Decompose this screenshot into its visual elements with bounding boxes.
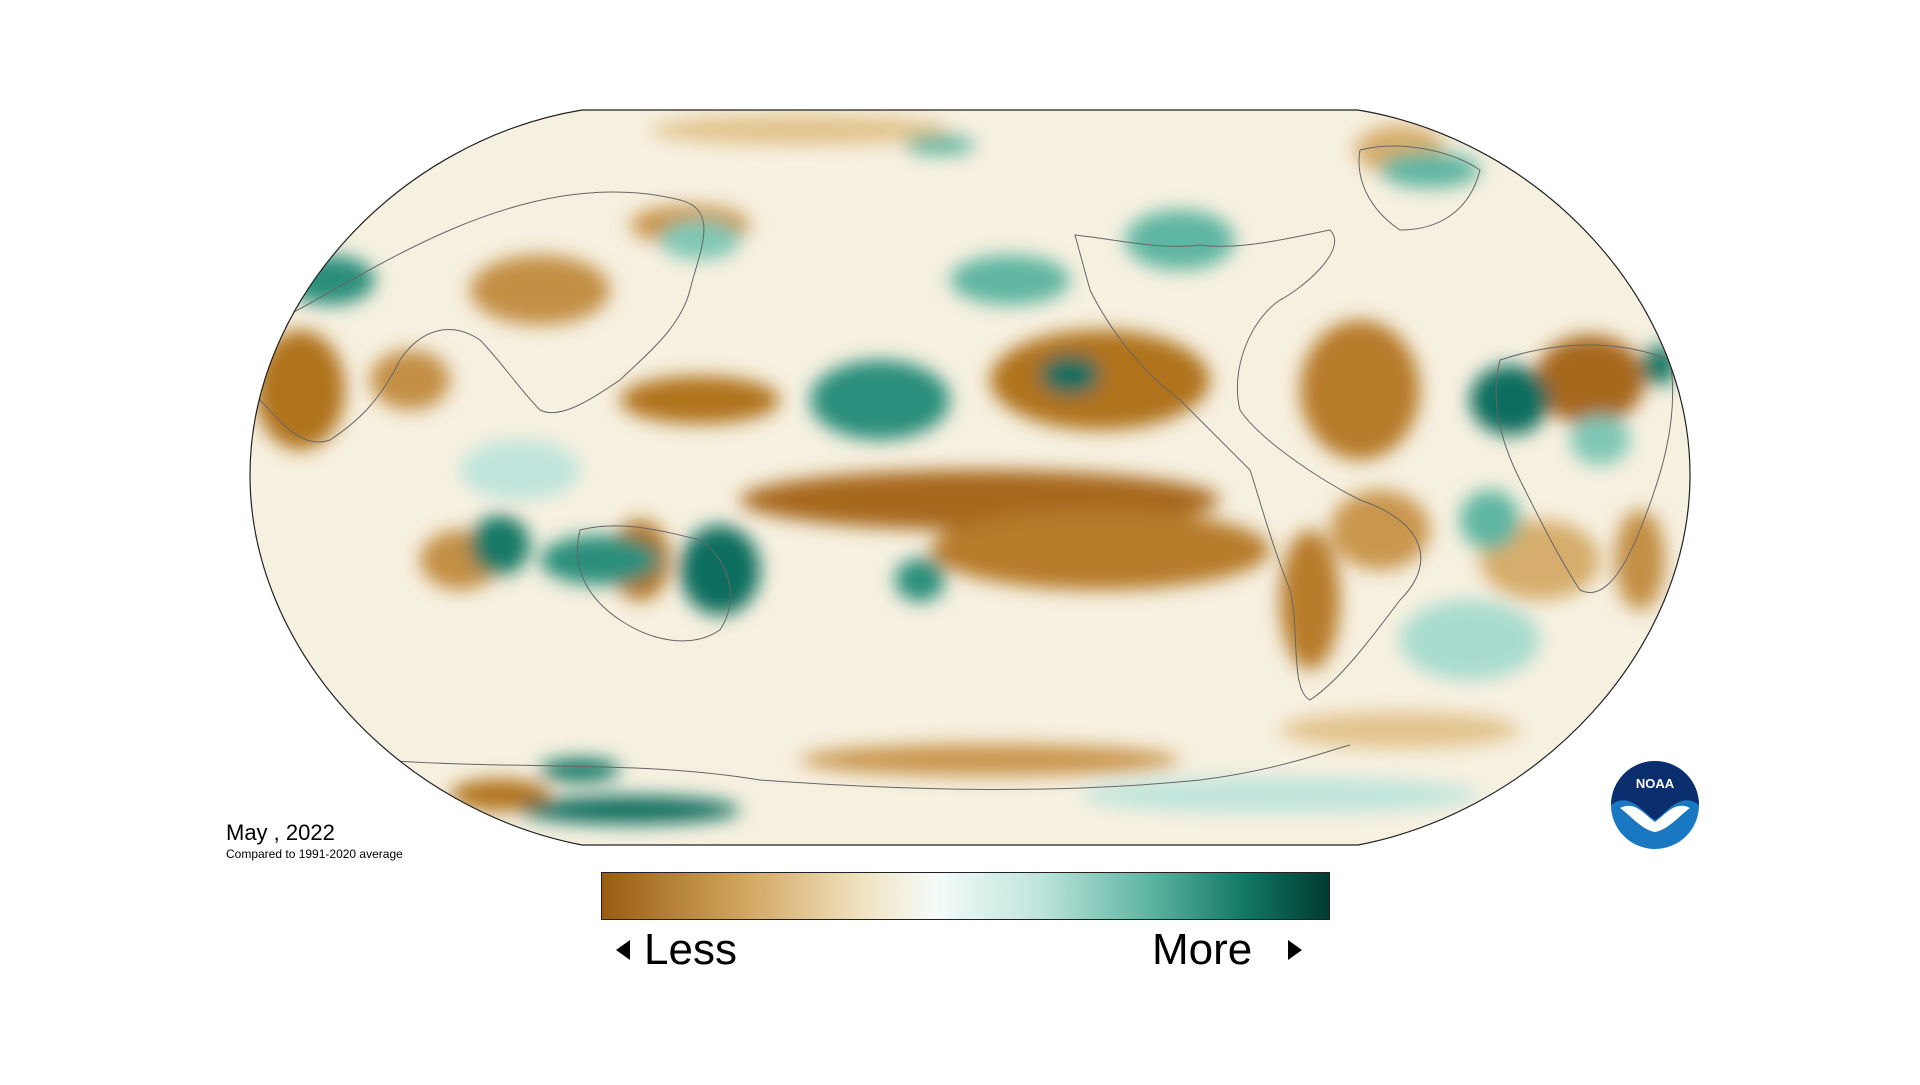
eurasia-outline bbox=[259, 191, 705, 443]
noaa-logo-text: NOAA bbox=[1636, 776, 1675, 791]
australia-outline bbox=[576, 525, 731, 642]
more-label-group: More bbox=[1152, 925, 1303, 974]
more-label: More bbox=[1152, 925, 1253, 974]
date-label: May , 2022 bbox=[226, 820, 335, 845]
africa-outline bbox=[1495, 344, 1674, 593]
anomaly-field bbox=[250, 110, 1690, 845]
arrow-right-icon bbox=[1288, 940, 1303, 960]
greenland-outline bbox=[1358, 145, 1481, 231]
anomaly-blobs bbox=[255, 115, 1678, 824]
noaa-logo: NOAA bbox=[1611, 761, 1699, 849]
map-frame bbox=[249, 109, 1691, 846]
coastlines bbox=[259, 145, 1674, 790]
colorbar bbox=[601, 872, 1330, 920]
colorbar-gradient bbox=[602, 873, 1329, 919]
less-label-group: Less bbox=[616, 928, 737, 972]
less-label: Less bbox=[644, 925, 737, 974]
arrow-left-icon bbox=[616, 940, 630, 960]
americas-outline bbox=[1074, 229, 1422, 701]
antarctica-outline bbox=[379, 744, 1351, 790]
baseline-label: Compared to 1991-2020 average bbox=[226, 847, 403, 861]
